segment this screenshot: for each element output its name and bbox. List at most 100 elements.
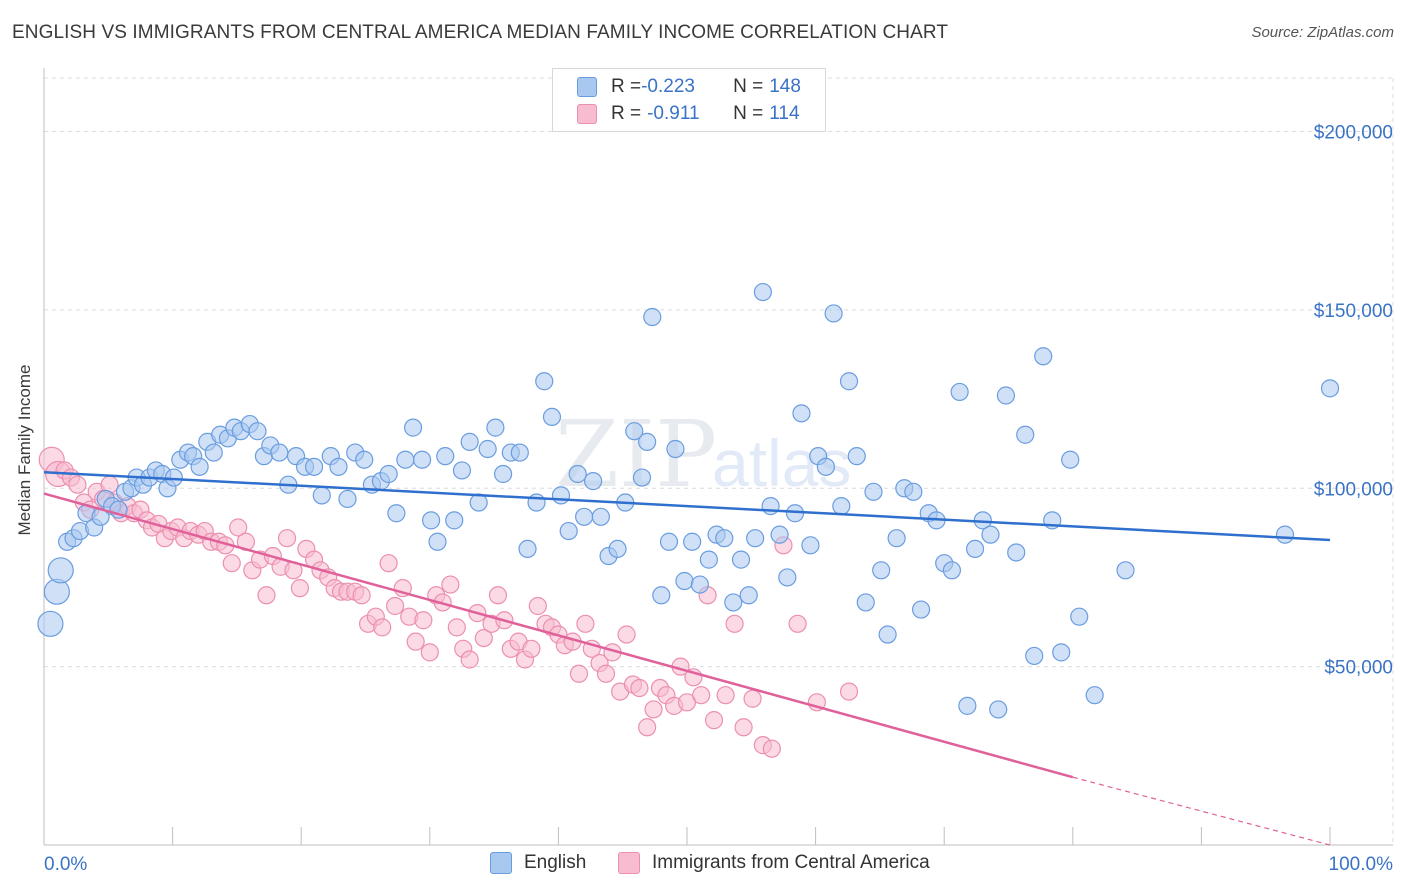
point-central-america	[743, 689, 762, 708]
point-english	[421, 511, 441, 530]
legend-correlation: R = -0.223 N = 148 R = -0.911 N = 114	[552, 68, 826, 132]
point-english	[568, 464, 587, 484]
point-english	[699, 550, 718, 569]
point-central-america	[229, 518, 248, 537]
point-central-america	[839, 682, 859, 701]
point-english	[1052, 643, 1071, 662]
legend-label-english: English	[524, 852, 587, 873]
point-english	[591, 507, 610, 526]
point-english	[436, 447, 455, 466]
y-tick-label: $200,000	[1314, 123, 1393, 144]
legend-swatch-english	[490, 852, 512, 874]
point-english	[839, 372, 859, 391]
point-english	[878, 625, 897, 644]
series-english	[37, 282, 1340, 719]
point-english	[190, 457, 209, 476]
point-central-america	[277, 529, 297, 548]
point-english	[950, 382, 969, 402]
point-english	[824, 304, 843, 323]
point-english	[460, 432, 479, 451]
point-central-america	[638, 718, 657, 737]
point-english	[535, 372, 554, 391]
point-english	[575, 507, 594, 526]
y-tick-label: $100,000	[1314, 479, 1393, 500]
point-english	[584, 472, 603, 491]
point-english	[312, 486, 331, 505]
point-english	[847, 447, 866, 466]
point-english	[551, 486, 571, 505]
point-central-america	[406, 632, 425, 651]
point-central-america	[290, 579, 310, 598]
point-english	[1025, 646, 1044, 666]
trend-lines	[43, 470, 1331, 846]
point-english	[43, 578, 70, 605]
point-english	[559, 521, 578, 541]
point-central-america	[420, 643, 439, 662]
point-english	[542, 407, 562, 427]
legend-r-value: -0.223	[641, 76, 695, 97]
point-central-america	[692, 686, 711, 705]
point-english	[864, 482, 883, 501]
point-english	[753, 282, 772, 302]
point-english	[872, 561, 891, 580]
point-english	[746, 529, 765, 548]
tick-labels: $50,000 $100,000 $150,000 $200,000 0.0% 100.0…	[44, 123, 1393, 875]
point-central-america	[447, 618, 466, 637]
legend-row-central-america: R = -0.911 N = 114	[577, 102, 800, 126]
point-english	[856, 593, 875, 612]
legend-r-value: -0.911	[647, 103, 700, 124]
point-english	[1070, 607, 1089, 626]
point-english	[445, 511, 464, 530]
point-english	[510, 443, 529, 462]
point-english	[652, 586, 671, 605]
legend-swatch-english	[577, 77, 597, 97]
point-english	[770, 525, 789, 544]
point-central-america	[734, 718, 753, 737]
point-english	[329, 457, 348, 476]
point-english	[412, 450, 432, 469]
point-central-america	[460, 650, 479, 669]
x-tick-label: 100.0%	[1329, 854, 1394, 875]
source-label: Source: ZipAtlas.com	[1251, 24, 1394, 41]
point-english	[1116, 561, 1135, 580]
point-english	[387, 504, 406, 523]
point-english	[304, 457, 324, 476]
point-english	[1320, 379, 1340, 398]
point-central-america	[414, 611, 433, 630]
point-english	[452, 461, 472, 480]
point-english	[659, 532, 679, 551]
point-central-america	[762, 739, 781, 758]
point-english	[643, 307, 662, 327]
point-english	[981, 525, 1000, 544]
point-english	[792, 404, 811, 423]
point-english	[666, 439, 685, 459]
point-central-america	[704, 711, 724, 730]
point-english	[632, 468, 652, 487]
point-english	[37, 610, 64, 637]
point-central-america	[630, 678, 649, 698]
point-central-america	[222, 554, 241, 573]
point-english	[739, 586, 758, 605]
legend-n-value: 114	[769, 103, 800, 124]
point-english	[731, 550, 751, 569]
point-english	[518, 539, 537, 559]
point-central-america	[488, 586, 508, 605]
point-english	[887, 529, 906, 548]
point-english	[942, 561, 962, 580]
legend-n-label: N =	[733, 103, 764, 124]
point-central-america	[522, 639, 541, 658]
point-english	[904, 482, 923, 501]
point-central-america	[379, 554, 398, 573]
point-english	[248, 422, 267, 441]
point-english	[1034, 347, 1053, 366]
watermark: ZIP	[555, 401, 717, 508]
point-english	[638, 432, 657, 451]
point-english	[724, 593, 743, 612]
point-english	[996, 386, 1016, 405]
point-central-america	[257, 586, 276, 605]
point-central-america	[373, 618, 392, 637]
point-central-america	[596, 664, 616, 683]
point-english	[675, 571, 694, 591]
legend-n-label: N =	[733, 76, 764, 97]
point-central-america	[576, 614, 595, 633]
